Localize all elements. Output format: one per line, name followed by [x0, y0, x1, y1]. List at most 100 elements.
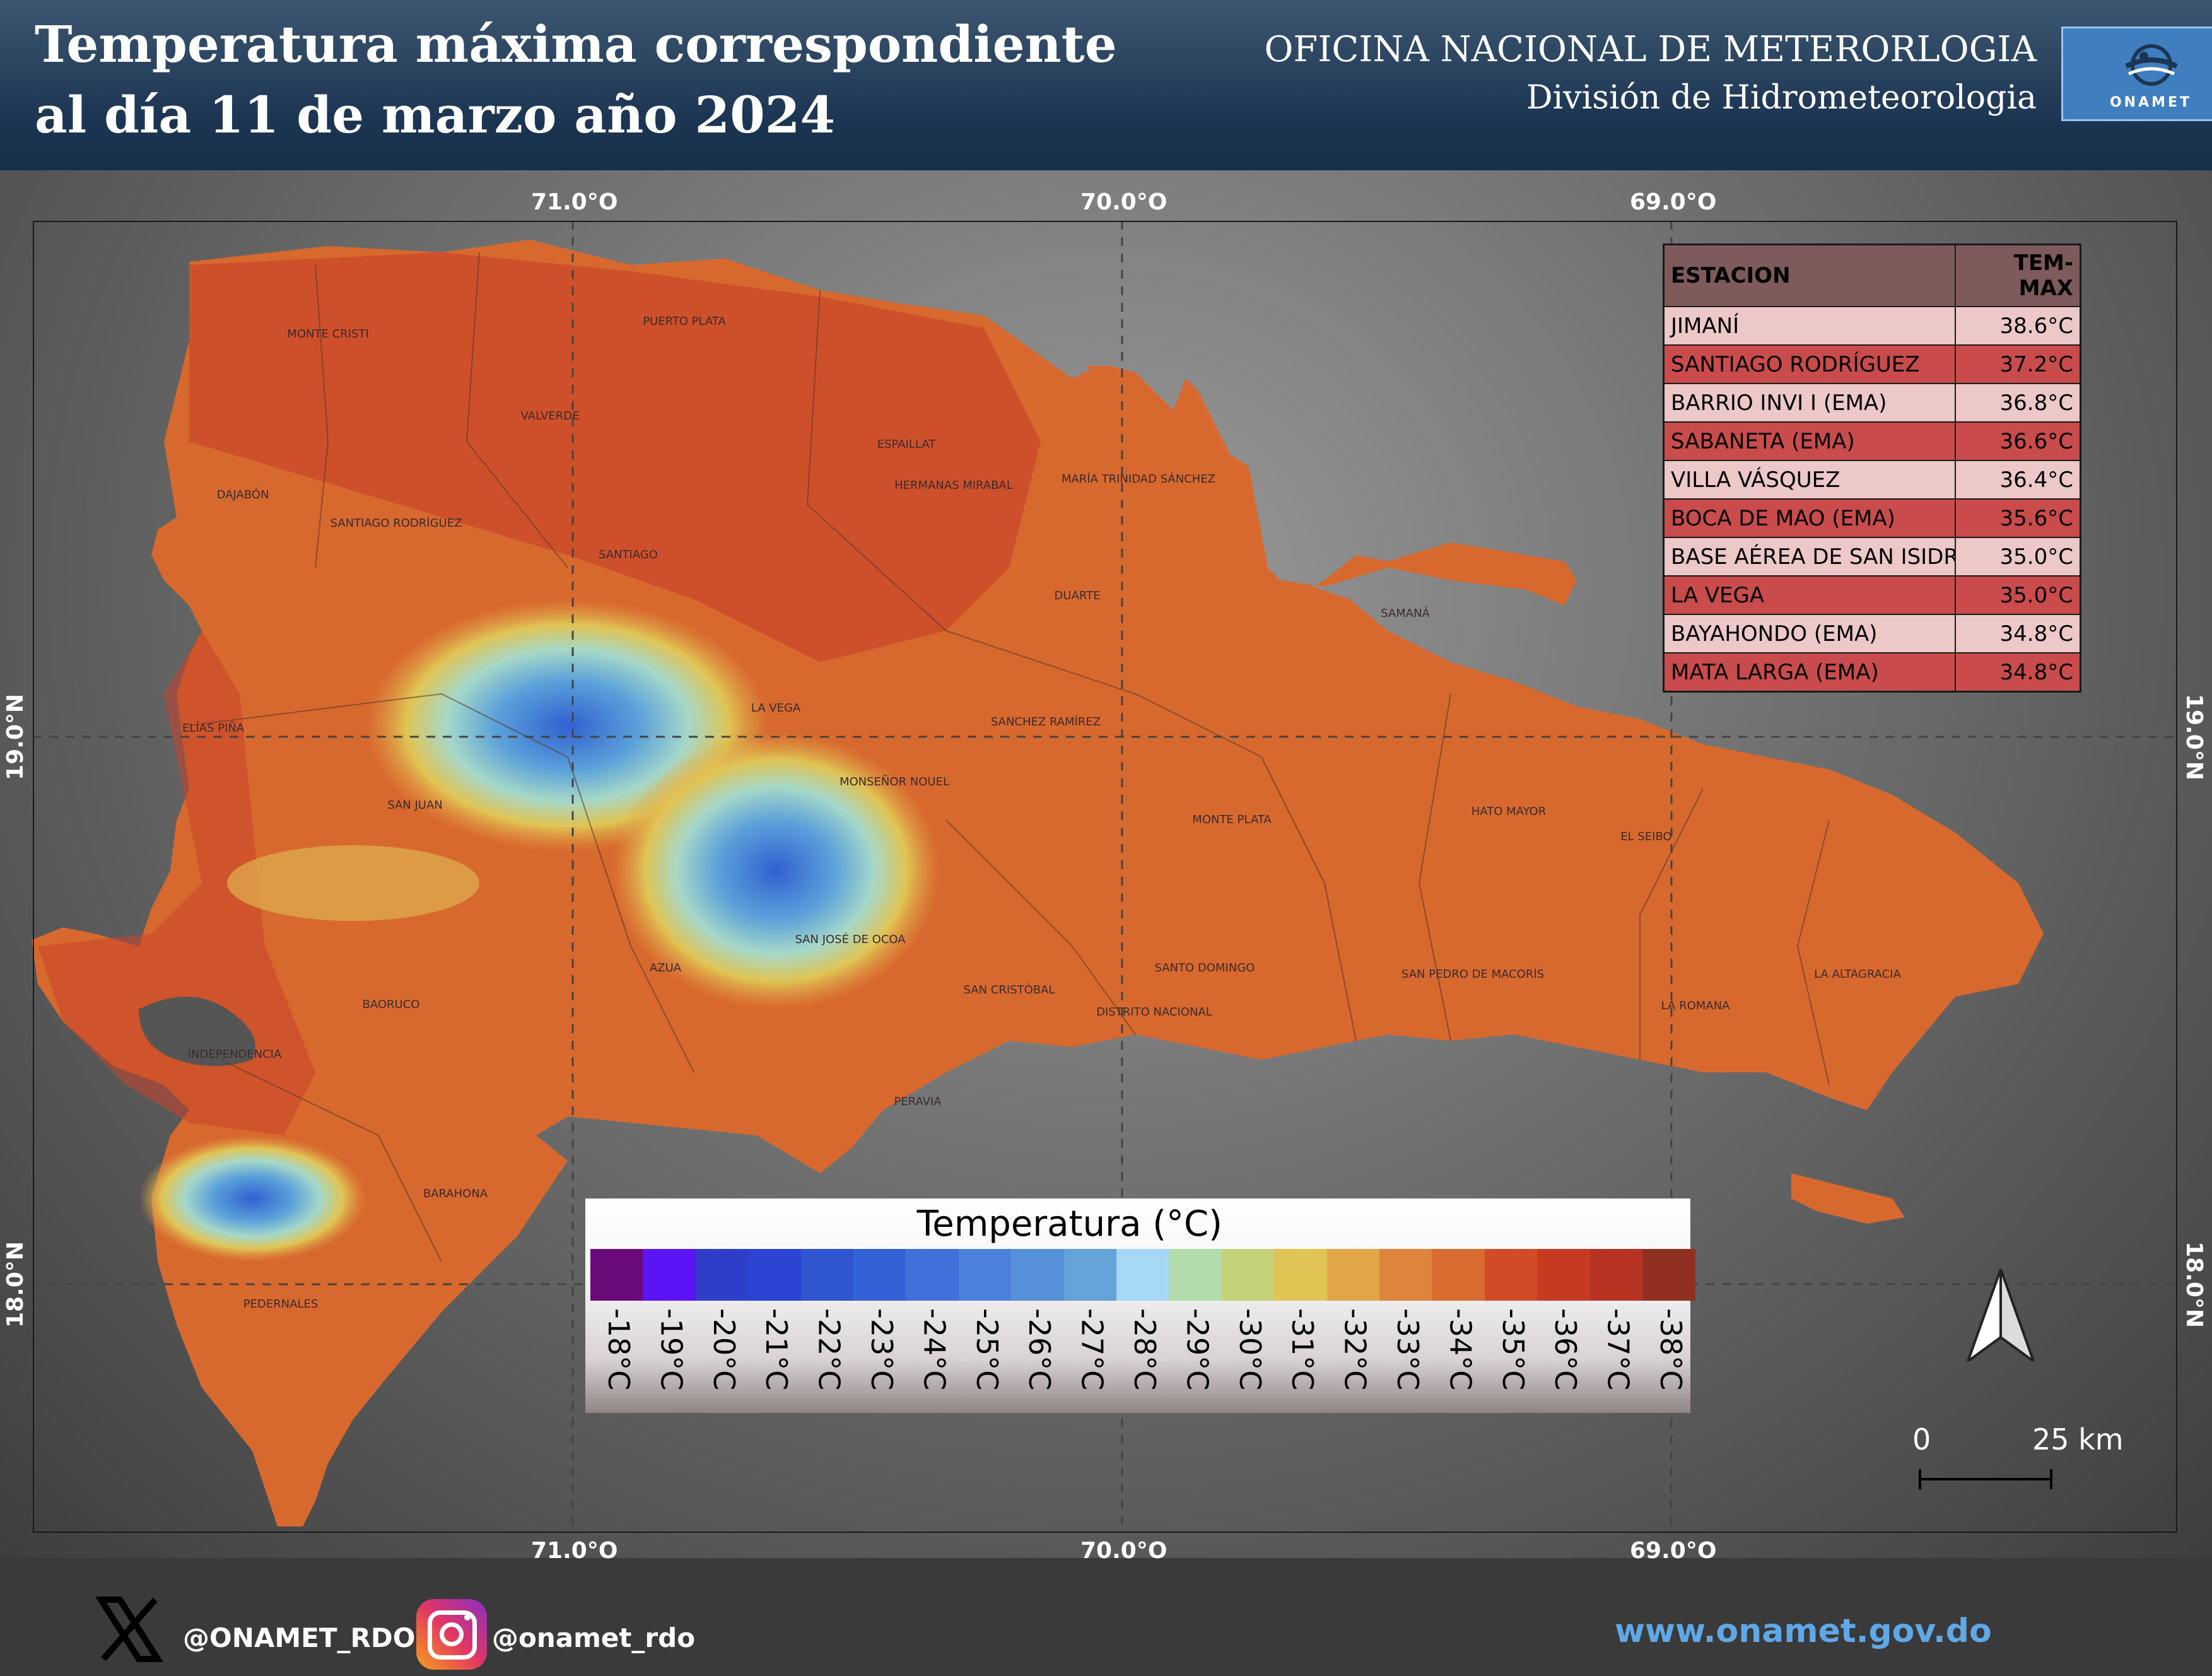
- table-header-row: ESTACION TEM-MAX: [1663, 244, 2081, 307]
- legend-tick-label: -36°C: [1548, 1308, 1583, 1391]
- station-name: SANTIAGO RODRÍGUEZ: [1663, 344, 1955, 384]
- province-label-layer: MONTE CRISTI PUERTO PLATA VALVERDE ESPAI…: [182, 315, 1902, 1311]
- saona-island: [1791, 1173, 1905, 1224]
- stations-table: ESTACION TEM-MAX JIMANÍ 38.6°C SANTIAGO R…: [1663, 243, 2081, 693]
- legend-swatch: [590, 1249, 643, 1301]
- province-label: PERAVIA: [894, 1095, 942, 1108]
- legend-tick-label: -38°C: [1654, 1308, 1688, 1391]
- legend-tick-label: -28°C: [1128, 1308, 1162, 1391]
- table-row: SANTIAGO RODRÍGUEZ 37.2°C: [1663, 344, 2081, 384]
- legend-tick-label: -35°C: [1495, 1308, 1530, 1391]
- temperature-legend: Temperatura (°C) -18°C -19°C -20°C -21°C -22…: [585, 1198, 1695, 1413]
- lake-enriquillo: [139, 997, 255, 1066]
- legend-tick-label: -27°C: [1075, 1308, 1109, 1391]
- instagram-handle-link[interactable]: @onamet_rdo: [492, 1622, 696, 1653]
- province-label: SANTIAGO RODRÍGUEZ: [331, 516, 462, 530]
- legend-tick-label: -20°C: [706, 1308, 741, 1391]
- legend-swatch: [1274, 1249, 1328, 1301]
- province-label: ELÍAS PIÑA: [182, 721, 245, 735]
- x-handle-link[interactable]: @ONAMET_RDO: [183, 1622, 416, 1653]
- province-label: PUERTO PLATA: [643, 315, 726, 328]
- province-label: PEDERNALES: [243, 1298, 319, 1311]
- station-name: VILLA VÁSQUEZ: [1663, 460, 1955, 499]
- lon-label-bottom-3: 69.0°O: [1630, 1538, 1717, 1564]
- station-value: 35.6°C: [1955, 498, 2081, 537]
- station-value: 38.6°C: [1955, 306, 2081, 345]
- hot-zone-southwest: [38, 631, 315, 1135]
- org-line-2: División de Hidrometeorologia: [1526, 79, 2037, 117]
- legend-swatch: [1432, 1249, 1485, 1301]
- hot-zone-north: [189, 252, 1041, 662]
- table-row: VILLA VÁSQUEZ 36.4°C: [1663, 460, 2081, 499]
- table-row: LA VEGA 35.0°C: [1663, 575, 2081, 614]
- station-name: BASE AÉREA DE SAN ISIDR: [1663, 537, 1955, 576]
- neiba-warm-zone: [227, 845, 479, 921]
- legend-swatch: [1011, 1249, 1065, 1301]
- province-label: DUARTE: [1055, 589, 1101, 602]
- lon-label-bottom-1: 71.0°O: [531, 1538, 618, 1564]
- table-row: BASE AÉREA DE SAN ISIDR 35.0°C: [1663, 537, 2081, 576]
- legend-tick-label: -21°C: [759, 1308, 794, 1391]
- instagram-icon[interactable]: [416, 1599, 487, 1670]
- org-line-1: OFICINA NACIONAL DE METERORLOGIA: [1264, 29, 2037, 70]
- station-value: 36.4°C: [1955, 460, 2081, 499]
- province-label: LA VEGA: [751, 701, 801, 715]
- value-column-header: TEM-MAX: [1955, 244, 2081, 307]
- legend-tick-label: -33°C: [1391, 1308, 1425, 1391]
- province-label: SANCHEZ RAMÍREZ: [991, 715, 1101, 729]
- station-value: 34.8°C: [1955, 652, 2081, 692]
- province-label: MONTE PLATA: [1192, 813, 1272, 826]
- station-value: 36.8°C: [1955, 383, 2081, 422]
- lat-label-left-2: 18.0°N: [3, 1241, 28, 1328]
- island-landmass: [32, 240, 2044, 1527]
- map-frame: [33, 221, 2177, 1533]
- website-link[interactable]: www.onamet.gov.do: [1615, 1612, 1992, 1650]
- station-column-header: ESTACION: [1663, 244, 1955, 307]
- legend-swatch: [1484, 1249, 1538, 1301]
- province-label: SANTIAGO: [599, 548, 658, 561]
- station-value: 35.0°C: [1955, 537, 2081, 576]
- lat-label-right-2: 18.0°N: [2181, 1241, 2207, 1328]
- province-label: VALVERDE: [521, 409, 580, 423]
- header: Temperatura máxima correspondiente al dí…: [0, 0, 2212, 170]
- station-value: 35.0°C: [1955, 575, 2081, 614]
- legend-swatch: [800, 1249, 854, 1301]
- legend-tick-label: -23°C: [865, 1308, 899, 1391]
- legend-tick-label: -30°C: [1232, 1308, 1267, 1391]
- station-value: 37.2°C: [1955, 344, 2081, 384]
- province-label: SANTO DOMINGO: [1155, 961, 1255, 975]
- temperature-map: MONTE CRISTI PUERTO PLATA VALVERDE ESPAI…: [32, 240, 2044, 1527]
- table-row: BARRIO INVI I (EMA) 36.8°C: [1663, 383, 2081, 422]
- scale-bar-line: [1919, 1469, 2052, 1489]
- x-logo-icon[interactable]: [95, 1595, 164, 1664]
- legend-tick-label: -34°C: [1443, 1308, 1478, 1391]
- lon-label-bottom-2: 70.0°O: [1080, 1538, 1167, 1564]
- province-label: ESPAILLAT: [877, 438, 937, 451]
- legend-swatch: [853, 1249, 906, 1301]
- province-label: SAN CRISTÓBAL: [964, 983, 1055, 997]
- province-label: MARÍA TRINIDAD SÁNCHEZ: [1062, 472, 1215, 486]
- province-label: AZUA: [650, 961, 682, 975]
- legend-swatch: [1221, 1249, 1275, 1301]
- province-label: LA ALTAGRACIA: [1814, 968, 1902, 981]
- table-row: BAYAHONDO (EMA) 34.8°C: [1663, 614, 2081, 653]
- page-title: Temperatura máxima correspondiente al dí…: [35, 9, 1117, 150]
- station-name: BARRIO INVI I (EMA): [1663, 383, 1955, 422]
- province-borders: [189, 252, 1830, 1262]
- province-label: BARAHONA: [423, 1187, 488, 1200]
- station-name: LA VEGA: [1663, 575, 1955, 614]
- legend-swatch: [695, 1249, 749, 1301]
- legend-tick-label: -18°C: [602, 1308, 636, 1391]
- table-row: BOCA DE MAO (EMA) 35.6°C: [1663, 498, 2081, 537]
- station-name: SABANETA (EMA): [1663, 421, 1955, 460]
- legend-swatch: [643, 1249, 696, 1301]
- province-label: SAMANÁ: [1381, 606, 1430, 620]
- onamet-logo: ONAMET: [2061, 26, 2212, 121]
- station-name: BAYAHONDO (EMA): [1663, 614, 1955, 653]
- logo-text: ONAMET: [2109, 95, 2192, 110]
- province-label: MONTE CRISTI: [287, 327, 368, 341]
- legend-swatch: [1063, 1249, 1117, 1301]
- legend-tick-label: -31°C: [1285, 1308, 1320, 1391]
- province-label: MONSEÑOR NOUEL: [840, 775, 949, 788]
- legend-swatch: [748, 1249, 802, 1301]
